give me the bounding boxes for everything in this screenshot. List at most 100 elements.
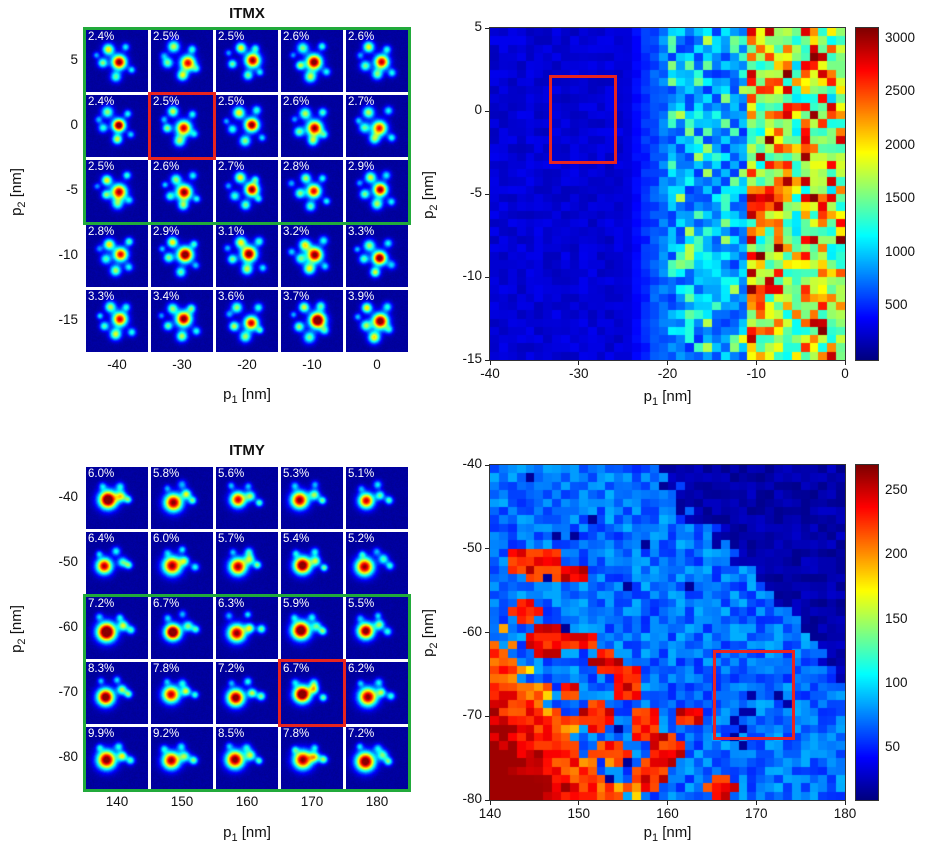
tick-mark: [485, 632, 489, 633]
beam-spot-image: [346, 532, 408, 594]
y-tick-label: -60: [462, 623, 482, 639]
scatter-percentage-label: 2.7%: [348, 96, 375, 108]
tick-mark: [485, 193, 489, 195]
x-tick-label: -40: [107, 357, 127, 372]
itmy-beam-montage: 6.0% 5.8% 5.6% 5.3% 5.1% 6.4% 6.0% 5.7% 5.4% 5.2%…: [86, 467, 408, 789]
axis-label-text: p: [420, 210, 437, 219]
axis-label-text: p: [223, 824, 232, 841]
scatter-percentage-label: 3.2%: [283, 226, 310, 238]
beam-spot-image: [216, 467, 278, 529]
scatter-percentage-label: 7.8%: [283, 728, 310, 740]
scatter-percentage-label: 2.5%: [153, 31, 180, 43]
beam-spot-image: [216, 662, 278, 724]
scatter-percentage-label: 6.3%: [218, 598, 245, 610]
scatter-percentage-label: 5.5%: [348, 598, 375, 610]
scatter-percentage-label: 2.8%: [88, 226, 115, 238]
beam-spot-image: [151, 597, 213, 659]
axis-label-unit: [nm]: [8, 605, 25, 639]
tick-mark: [578, 801, 580, 805]
beam-spot-image: [216, 290, 278, 352]
colorbar-tick-label: 2000: [885, 136, 916, 152]
axis-label-unit: [nm]: [8, 168, 25, 202]
x-tick-label: 160: [656, 806, 679, 821]
scatter-percentage-label: 2.6%: [348, 31, 375, 43]
itmx-map-x-axis-label: p1 [nm]: [490, 388, 845, 408]
beam-spot-image: [281, 290, 343, 352]
colorbar-tick-label: 150: [885, 610, 908, 626]
y-tick-label: -70: [462, 707, 482, 723]
itmy-map-x-axis-label: p1 [nm]: [490, 824, 845, 844]
y-tick-label: -5: [469, 185, 482, 200]
axis-label-subscript: 1: [651, 832, 659, 844]
y-tick-label: -5: [65, 182, 78, 197]
itmy-x-axis-label: p1 [nm]: [86, 824, 408, 844]
beam-spot-image: [86, 597, 148, 659]
beam-spot-image: [151, 662, 213, 724]
x-tick-label: 160: [235, 794, 259, 809]
colorbar-tick-label: 250: [885, 481, 908, 497]
x-tick-label: -30: [172, 357, 192, 372]
beam-spot-image: [346, 225, 408, 287]
scatter-percentage-label: 2.9%: [348, 161, 375, 173]
axis-label-text: p: [8, 207, 25, 216]
tick-mark: [485, 464, 489, 466]
beam-spot-image: [151, 160, 213, 222]
beam-spot-image: [216, 225, 278, 287]
y-tick-label: -10: [462, 268, 482, 283]
y-tick-label: -40: [58, 489, 78, 504]
x-tick-label: 0: [373, 357, 381, 372]
scatter-percentage-label: 2.5%: [218, 96, 245, 108]
scatter-percentage-label: 3.7%: [283, 291, 310, 303]
axis-label-unit: [nm]: [658, 388, 692, 405]
itmx-title: ITMX: [229, 5, 265, 22]
axis-label-subscript: 1: [651, 396, 659, 408]
beam-spot-image: [346, 467, 408, 529]
scatter-percentage-label: 5.6%: [218, 468, 245, 480]
axis-label-subscript: 1: [231, 832, 238, 844]
x-tick-label: -40: [480, 366, 500, 381]
beam-spot-image: [346, 95, 408, 157]
y-tick-label: 0: [474, 102, 482, 117]
x-tick-label: 140: [478, 806, 502, 821]
scatter-percentage-label: 6.0%: [153, 533, 180, 545]
scatter-percentage-label: 6.4%: [88, 533, 115, 545]
x-tick-label: 0: [841, 366, 849, 381]
x-tick-label: 170: [300, 794, 324, 809]
scatter-percentage-label: 3.1%: [218, 226, 245, 238]
beam-spot-image: [281, 30, 343, 92]
colorbar-tick-label: 1500: [885, 190, 916, 206]
beam-spot-image: [86, 160, 148, 222]
colorbar-tick-label: 50: [885, 739, 901, 755]
x-tick-label: -10: [302, 357, 322, 372]
scatter-percentage-label: 2.4%: [88, 31, 115, 43]
x-tick-label: -20: [657, 366, 678, 381]
beam-spot-image: [346, 30, 408, 92]
y-tick-label: -15: [462, 351, 482, 366]
y-tick-label: 0: [70, 117, 78, 132]
beam-spot-image: [281, 225, 343, 287]
beam-spot-image: [151, 532, 213, 594]
beam-spot-image: [86, 532, 148, 594]
scatter-percentage-label: 3.3%: [88, 291, 115, 303]
tick-mark: [485, 799, 489, 801]
scatter-percentage-label: 8.3%: [88, 663, 115, 675]
scatter-percentage-label: 7.8%: [153, 663, 180, 675]
x-tick-label: -10: [746, 366, 766, 381]
axis-label-subscript: 2: [428, 642, 440, 649]
beam-spot-image: [86, 662, 148, 724]
scatter-percentage-label: 5.7%: [218, 533, 245, 545]
x-tick-label: -30: [568, 366, 589, 381]
scatter-percentage-label: 2.6%: [283, 96, 310, 108]
scatter-percentage-label: 6.2%: [348, 663, 375, 675]
beam-spot-image: [151, 290, 213, 352]
tick-mark: [485, 110, 489, 112]
beam-spot-image: [86, 95, 148, 157]
beam-spot-image: [346, 727, 408, 789]
itmy-colorbar: [855, 464, 879, 801]
scatter-percentage-label: 9.9%: [88, 728, 115, 740]
y-tick-label: -10: [58, 247, 78, 262]
beam-spot-image: [86, 727, 148, 789]
y-tick-label: -80: [58, 749, 78, 764]
beam-spot-image: [151, 467, 213, 529]
